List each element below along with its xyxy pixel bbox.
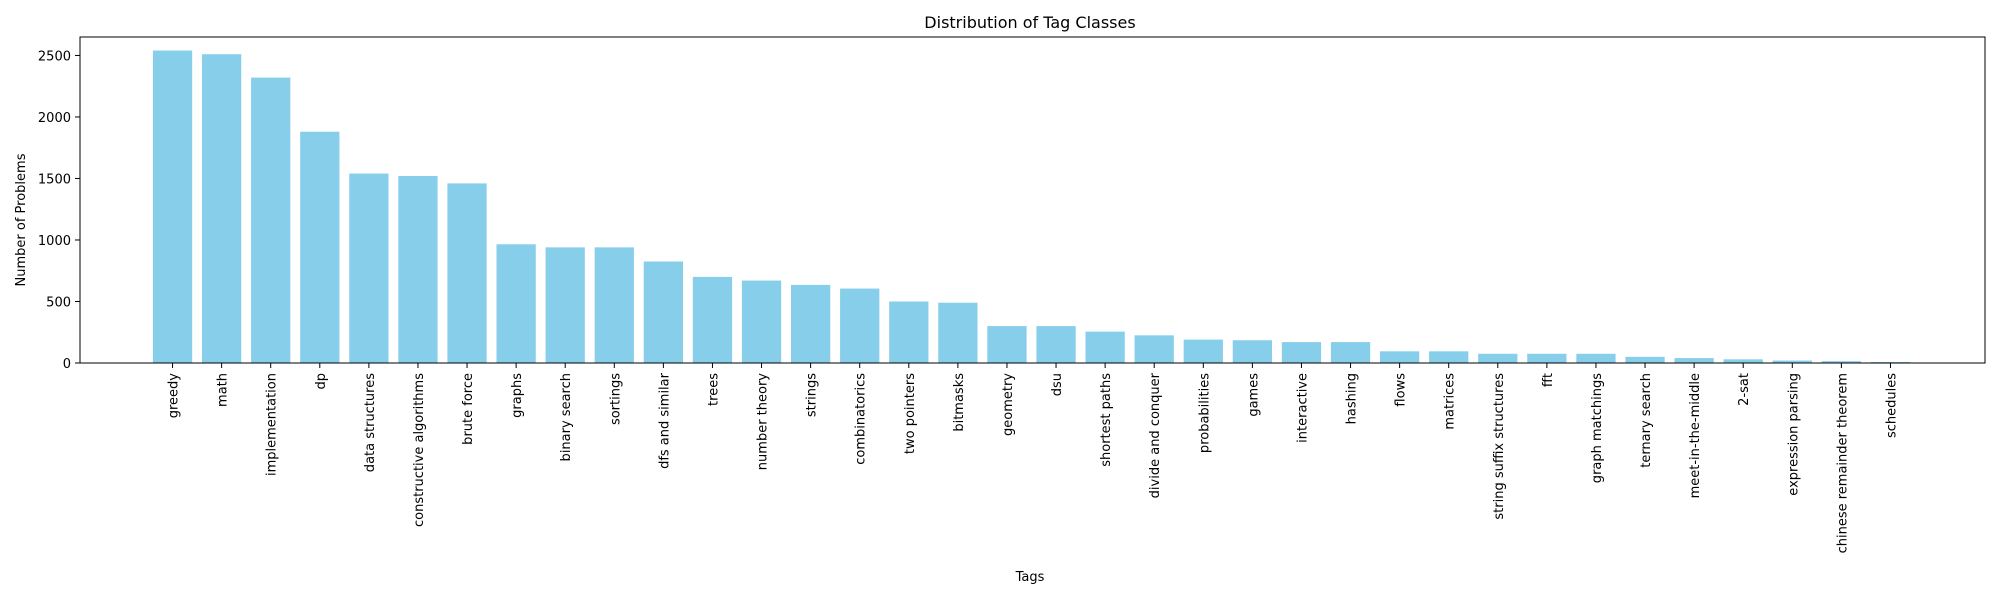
bars-group	[152, 50, 1911, 364]
x-tick-label: matrices	[1443, 373, 1458, 430]
bar-strings	[790, 284, 831, 363]
chart-title: Distribution of Tag Classes	[924, 13, 1135, 32]
y-tick-label: 2500	[38, 49, 71, 64]
x-tick-label: sortings	[608, 373, 623, 425]
bar-expression-parsing	[1772, 360, 1812, 363]
y-tick-label: 0	[63, 357, 71, 372]
x-tick-label: shortest paths	[1099, 373, 1114, 467]
bar-meet-in-the-middle	[1674, 358, 1714, 363]
x-axis-title: Tags	[1015, 570, 1045, 585]
bar-data-structures	[349, 173, 389, 363]
bar-chinese-remainder-theorem	[1821, 361, 1862, 363]
x-tick-label: ternary search	[1639, 373, 1654, 468]
x-tick-label: expression parsing	[1786, 373, 1801, 496]
bar-string-suffix-structures	[1478, 353, 1518, 363]
x-tick-label: games	[1246, 373, 1261, 417]
x-tick-label: hashing	[1345, 373, 1360, 424]
bar-flows	[1379, 351, 1420, 363]
bar-shortest-paths	[1085, 331, 1125, 363]
x-tick-label: combinatorics	[854, 373, 869, 465]
bar-combinatorics	[840, 288, 880, 363]
y-axis: 0 500 1000 1500 2000 2500	[38, 49, 80, 372]
x-tick-label: implementation	[265, 373, 280, 476]
y-tick-label: 1500	[38, 172, 71, 187]
bar-sortings	[594, 247, 634, 363]
x-tick-label: geometry	[1001, 373, 1016, 436]
x-tick-label: dsu	[1050, 373, 1065, 396]
x-tick-label: math	[216, 373, 231, 407]
x-tick-label: binary search	[559, 373, 574, 461]
x-tick-label: meet-in-the-middle	[1688, 373, 1703, 498]
x-tick-label: schedules	[1884, 373, 1899, 438]
x-tick-label: string suffix structures	[1492, 373, 1507, 520]
x-tick-label: divide and conquer	[1148, 372, 1163, 498]
bar-implementation	[251, 77, 291, 364]
bar-binary-search	[545, 247, 585, 363]
x-tick-label: fft	[1541, 373, 1556, 387]
bar-fft	[1527, 353, 1567, 363]
bar-games	[1232, 340, 1273, 363]
bar-number-theory	[741, 280, 782, 363]
x-tick-label: interactive	[1295, 373, 1310, 443]
x-tick-label: flows	[1394, 373, 1409, 407]
x-tick-label: 2-sat	[1737, 373, 1752, 406]
bar-math	[201, 54, 242, 363]
bar-divide-and-conquer	[1134, 335, 1174, 363]
bar-trees	[692, 276, 733, 363]
y-axis-title: Number of Problems	[14, 153, 29, 286]
bar-matrices	[1429, 351, 1469, 363]
x-tick-label: brute force	[461, 373, 476, 445]
x-tick-label: graphs	[510, 373, 525, 418]
y-tick-label: 500	[46, 295, 71, 310]
x-tick-label: dfs and similar	[657, 372, 672, 469]
x-tick-label: dp	[314, 373, 329, 390]
x-tick-label: graph matchings	[1590, 373, 1605, 483]
bar-dfs-and-similar	[643, 261, 684, 363]
x-tick-label: trees	[706, 373, 721, 406]
bar-greedy	[152, 50, 193, 363]
bar-constructive-algorithms	[398, 176, 438, 363]
x-tick-label: greedy	[167, 373, 182, 419]
x-tick-label: data structures	[363, 373, 378, 472]
bar-ternary-search	[1625, 356, 1665, 363]
bar-dsu	[1036, 326, 1076, 363]
bar-bitmasks	[938, 302, 978, 363]
bar-geometry	[987, 326, 1027, 363]
bar-two-pointers	[889, 301, 929, 363]
x-tick-label: number theory	[756, 373, 771, 471]
bar-hashing	[1330, 342, 1371, 363]
bar-graph-matchings	[1576, 353, 1616, 363]
x-tick-label: probabilities	[1197, 373, 1212, 453]
x-tick-label: strings	[805, 373, 820, 417]
y-tick-label: 2000	[38, 111, 71, 126]
bar-dp	[300, 131, 340, 363]
x-tick-label: chinese remainder theorem	[1835, 373, 1850, 553]
x-axis: greedy math implementation dp data structure…	[167, 363, 1899, 553]
x-tick-label: constructive algorithms	[412, 373, 427, 527]
bar-probabilities	[1183, 339, 1223, 363]
plot-frame	[79, 36, 1986, 364]
x-tick-label: two pointers	[903, 373, 918, 454]
bar-graphs	[496, 244, 536, 363]
bar-2-sat	[1723, 359, 1763, 363]
x-tick-label: bitmasks	[952, 373, 967, 432]
y-tick-label: 1000	[38, 234, 71, 249]
bar-interactive	[1281, 342, 1322, 363]
bar-brute-force	[447, 183, 487, 363]
